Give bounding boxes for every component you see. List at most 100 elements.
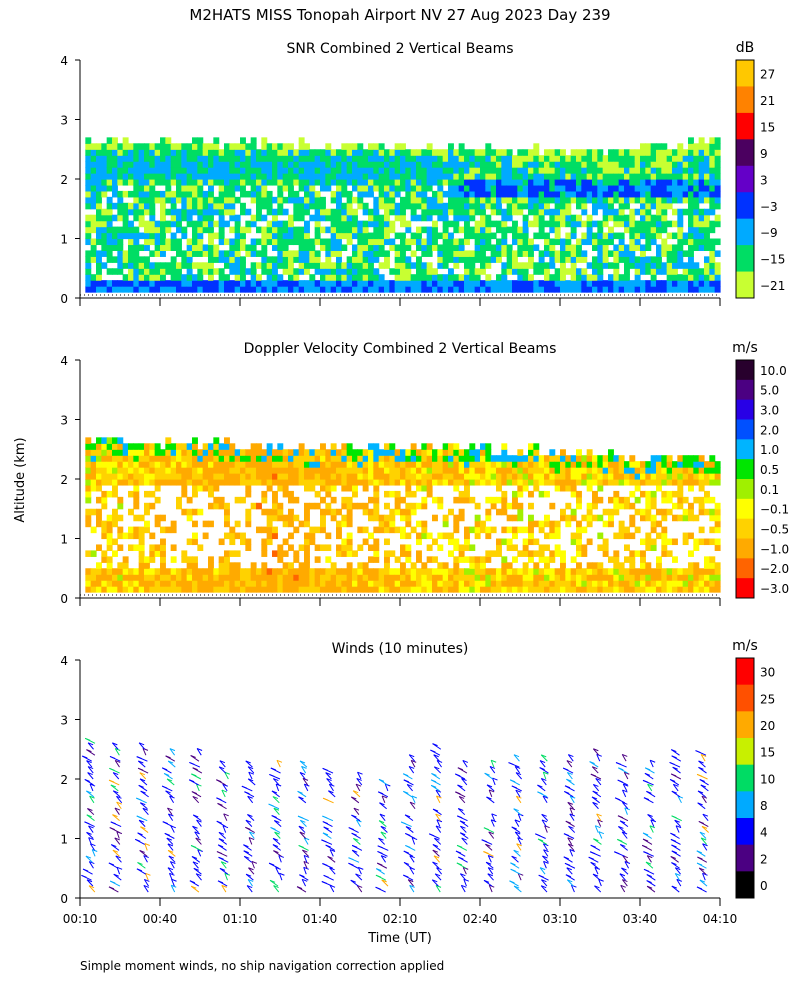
velocity-cell [288,455,294,462]
velocity-cell [282,479,289,486]
velocity-cell [202,461,209,468]
velocity-cell [378,514,385,522]
colorbar-label: −1.0 [760,542,789,556]
snr-cell [581,155,588,162]
velocity-cell [320,443,326,450]
snr-cell [634,268,641,275]
snr-cell [592,155,598,162]
velocity-cell [629,479,636,486]
snr-cell [384,232,390,240]
snr-cell [240,184,246,192]
snr-cell [618,238,625,246]
snr-cell [464,256,470,263]
snr-cell [480,244,486,251]
snr-cell [672,190,678,198]
snr-cell [154,155,161,162]
snr-cell [634,232,641,240]
colorbar-label: −21 [760,279,785,293]
velocity-cell [128,580,134,587]
velocity-cell [597,586,604,593]
snr-cell [144,208,150,216]
snr-cell [698,238,705,246]
snr-cell [576,280,582,287]
velocity-cell [586,508,593,516]
snr-cell [570,149,577,156]
velocity-cell [85,437,92,444]
velocity-cell [624,526,630,534]
snr-cell [538,208,545,216]
velocity-cell [565,502,572,510]
velocity-cell [533,568,540,575]
velocity-cell [352,473,358,480]
snr-cell [352,226,358,234]
snr-cell [197,173,204,180]
snr-cell [96,268,102,275]
snr-cell [208,250,214,257]
velocity-cell [293,473,300,480]
velocity-cell [96,568,102,575]
snr-cell [576,286,582,293]
velocity-cell [576,538,582,546]
snr-cell [602,238,609,246]
velocity-cell [458,473,465,480]
velocity-cell [389,449,396,456]
snr-cell [144,256,150,263]
wind-barb [245,760,253,768]
velocity-cell [698,574,705,581]
velocity-cell [282,467,289,474]
snr-cell [474,256,481,263]
snr-cell [682,190,689,198]
velocity-cell [512,455,518,462]
velocity-cell [565,467,572,474]
velocity-cell [453,514,460,522]
velocity-cell [650,496,657,504]
velocity-cell [288,520,294,528]
velocity-cell [229,538,236,546]
snr-cell [522,214,529,222]
snr-cell [602,286,609,293]
snr-cell [485,238,492,246]
velocity-cell [640,490,646,498]
snr-cell [698,173,705,180]
snr-cell [442,173,449,180]
velocity-cell [416,586,422,593]
velocity-cell [266,526,273,534]
snr-cell [581,161,588,168]
snr-cell [96,214,102,222]
velocity-cell [304,580,310,587]
snr-cell [400,220,406,228]
velocity-cell [592,574,598,581]
velocity-cell [496,496,502,504]
snr-cell [640,286,646,293]
velocity-cell [330,484,337,492]
snr-cell [298,256,305,263]
wind-barb-flag [192,825,198,829]
velocity-cell [90,568,97,575]
snr-cell [410,179,417,186]
snr-cell [96,220,102,228]
velocity-cell [352,461,358,468]
snr-cell [378,143,385,150]
snr-cell [96,232,102,240]
snr-cell [570,286,577,293]
snr-cell [565,173,572,180]
velocity-cell [693,496,700,504]
snr-cell [165,184,172,192]
velocity-cell [309,532,316,540]
velocity-cell [490,580,497,587]
snr-cell [208,220,214,228]
snr-cell [629,280,636,287]
snr-cell [405,184,412,192]
velocity-cell [336,574,342,581]
snr-cell [474,173,481,180]
snr-cell [266,286,273,293]
velocity-cell [272,550,278,557]
velocity-cell [128,532,134,540]
velocity-cell [474,520,481,528]
snr-cell [688,161,694,168]
snr-cell [144,196,150,204]
velocity-cell [389,508,396,516]
snr-cell [714,184,721,192]
snr-cell [176,214,182,222]
velocity-cell [432,568,438,575]
